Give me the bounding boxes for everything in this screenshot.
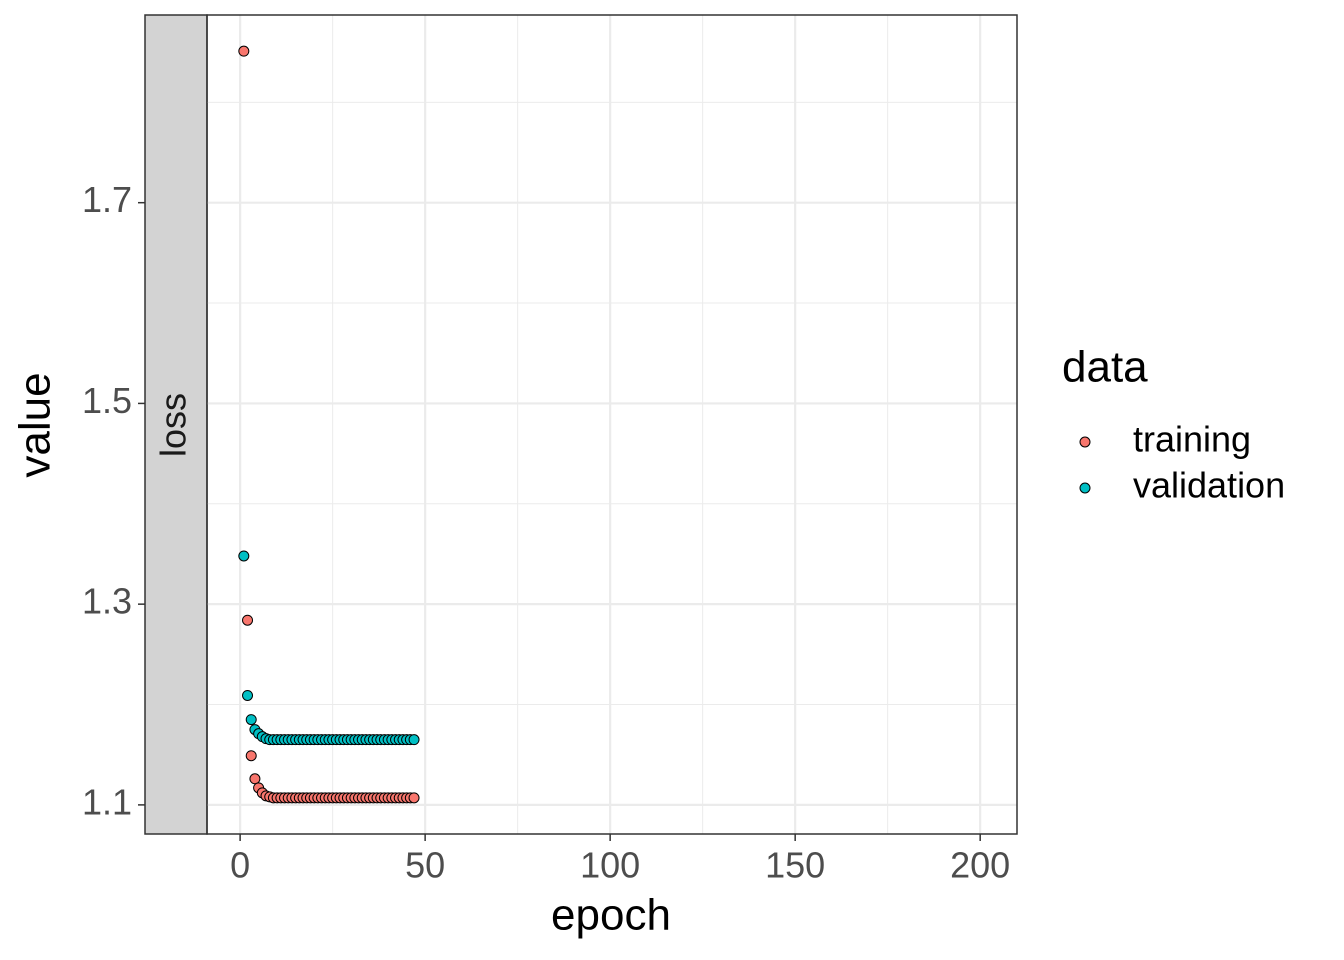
x-tick-label: 200 <box>950 845 1010 886</box>
point <box>238 45 250 57</box>
point <box>245 750 257 762</box>
point <box>249 773 261 785</box>
y-tick-label: 1.5 <box>82 380 132 421</box>
point <box>242 689 254 701</box>
legend-key <box>1079 436 1091 448</box>
y-tick-label: 1.7 <box>82 179 132 220</box>
x-tick-label: 0 <box>230 845 250 886</box>
panel-border <box>206 14 1018 835</box>
x-tick-label: 100 <box>580 845 640 886</box>
point <box>238 550 250 562</box>
legend-key <box>1079 482 1091 494</box>
legend-title: data <box>1062 343 1148 392</box>
panel <box>207 15 1017 834</box>
facet-label: loss <box>153 393 194 457</box>
x-tick-label: 50 <box>405 845 445 886</box>
legend-label: training <box>1133 419 1251 460</box>
x-axis-title: epoch <box>551 891 671 940</box>
y-tick-label: 1.1 <box>82 781 132 822</box>
x-tick-label: 150 <box>765 845 825 886</box>
facet-strip <box>144 14 208 835</box>
point <box>245 714 257 726</box>
point <box>242 614 254 626</box>
y-axis-title: value <box>11 372 60 477</box>
point <box>408 792 420 804</box>
legend-label: validation <box>1133 465 1285 506</box>
point <box>408 734 420 746</box>
y-tick-label: 1.3 <box>82 581 132 622</box>
